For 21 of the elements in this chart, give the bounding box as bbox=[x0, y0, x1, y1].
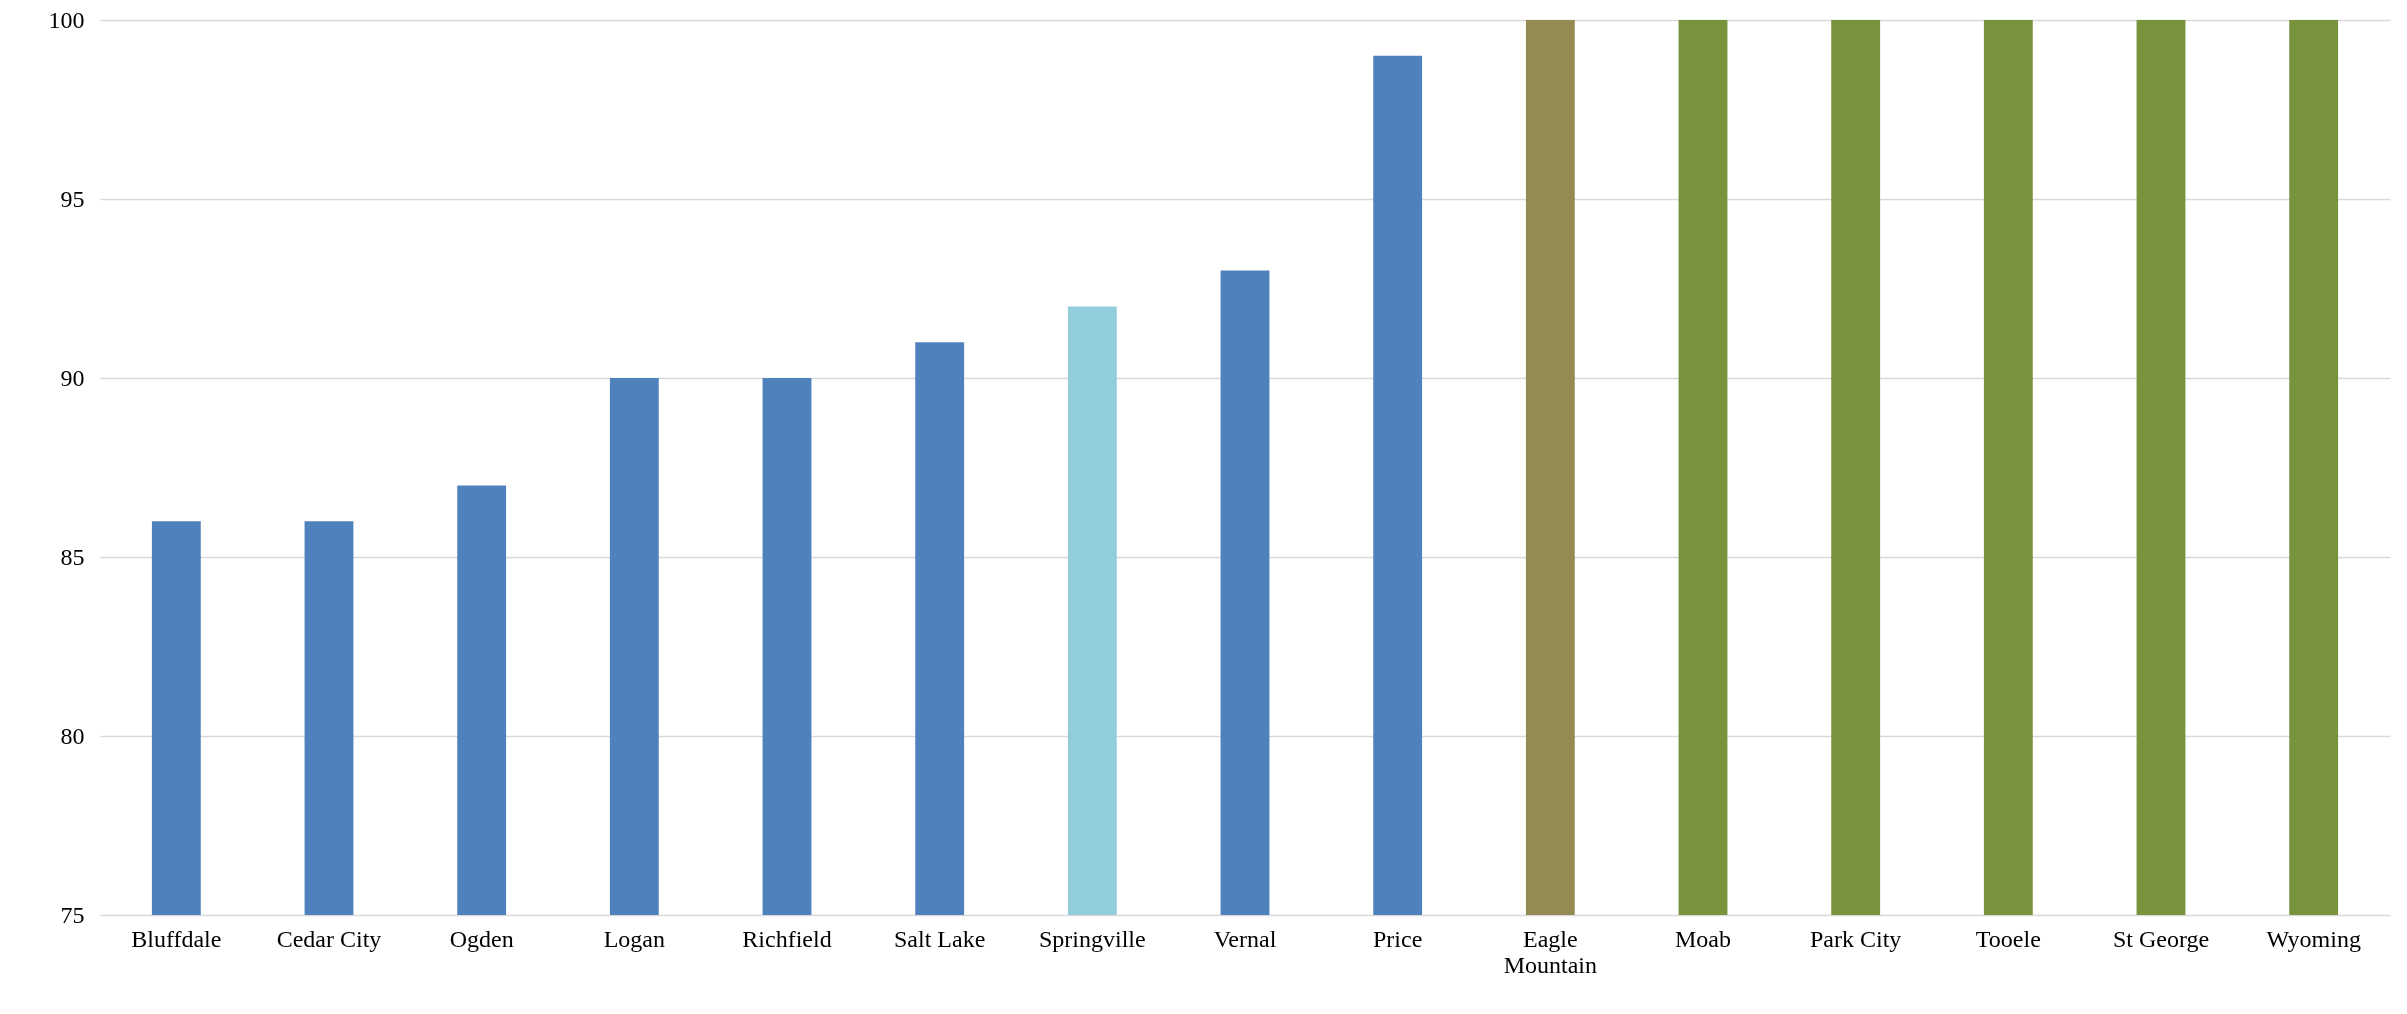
x-tick-label: Bluffdale bbox=[131, 925, 222, 952]
x-tick-label: Springville bbox=[1039, 925, 1146, 952]
x-tick-label: Logan bbox=[603, 925, 665, 952]
y-tick-label: 80 bbox=[60, 722, 85, 749]
x-tick-label: Eagle Mountain bbox=[1503, 925, 1597, 978]
y-tick-label: 90 bbox=[60, 364, 85, 391]
x-tick-label: Wyoming bbox=[2266, 925, 2361, 952]
x-tick-label: Vernal bbox=[1213, 925, 1277, 952]
x-tick-label: Salt Lake bbox=[894, 925, 986, 952]
x-tick-label: Cedar City bbox=[276, 925, 382, 952]
x-tick-label: Moab bbox=[1675, 925, 1731, 952]
y-tick-label: 100 bbox=[48, 6, 85, 33]
x-tick-label: Ogden bbox=[449, 925, 514, 952]
y-tick-label: 85 bbox=[60, 543, 85, 570]
y-tick-label: 75 bbox=[60, 901, 85, 928]
x-tick-label: St George bbox=[2112, 925, 2210, 952]
x-tick-label: Richfield bbox=[742, 925, 832, 952]
y-tick-label: 95 bbox=[60, 185, 85, 212]
x-tick-label: Price bbox=[1373, 925, 1423, 952]
x-tick-label: Park City bbox=[1809, 925, 1902, 952]
x-tick-label: Tooele bbox=[1975, 925, 2041, 952]
